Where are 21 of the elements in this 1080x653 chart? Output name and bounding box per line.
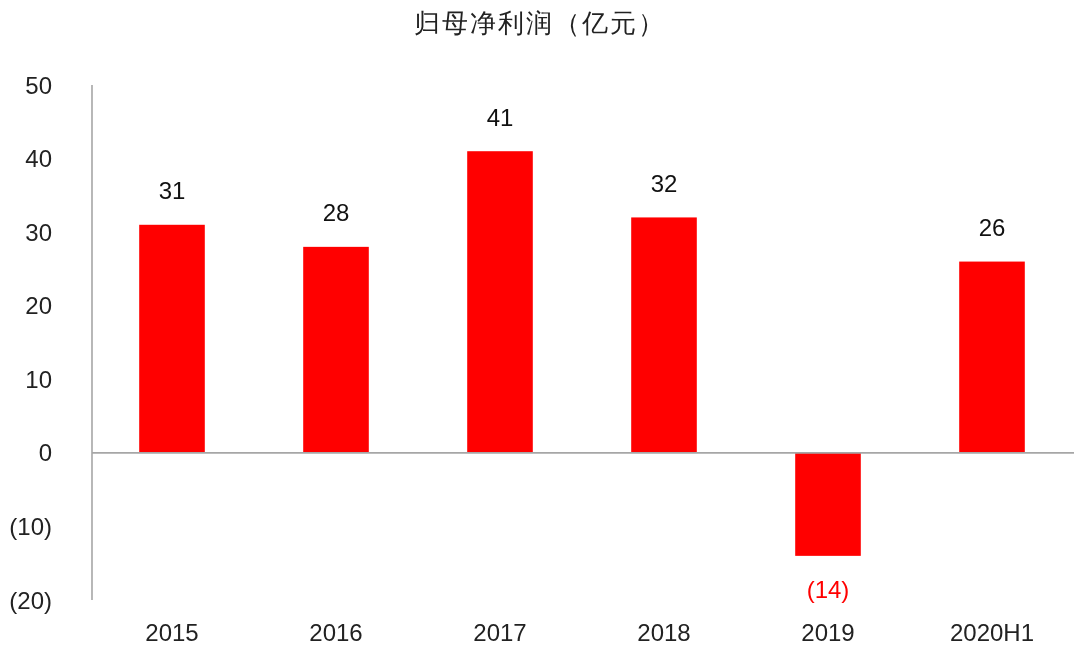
xtick: 2016 [309, 618, 363, 646]
ytick: 20 [25, 292, 52, 320]
data-label: (14) [806, 576, 850, 604]
xtick: 2019 [801, 618, 855, 646]
ytick: 40 [25, 145, 52, 173]
data-label: 41 [486, 103, 514, 131]
data-label: 31 [158, 177, 186, 205]
ytick: 50 [25, 71, 52, 99]
title: 归母净利润（亿元） [414, 8, 666, 38]
xtick: 2017 [473, 618, 527, 646]
data-label: 32 [650, 169, 678, 197]
xtick: 2015 [145, 618, 199, 646]
xtick: 2018 [637, 618, 691, 646]
data-label: 26 [978, 214, 1006, 242]
ytick: 10 [25, 365, 52, 393]
data-label: 28 [322, 199, 350, 227]
ytick: (20) [9, 586, 52, 614]
xtick: 2020H1 [949, 618, 1035, 646]
ytick: 0 [38, 439, 52, 467]
ytick: (10) [9, 512, 52, 540]
ytick: 30 [25, 218, 52, 246]
